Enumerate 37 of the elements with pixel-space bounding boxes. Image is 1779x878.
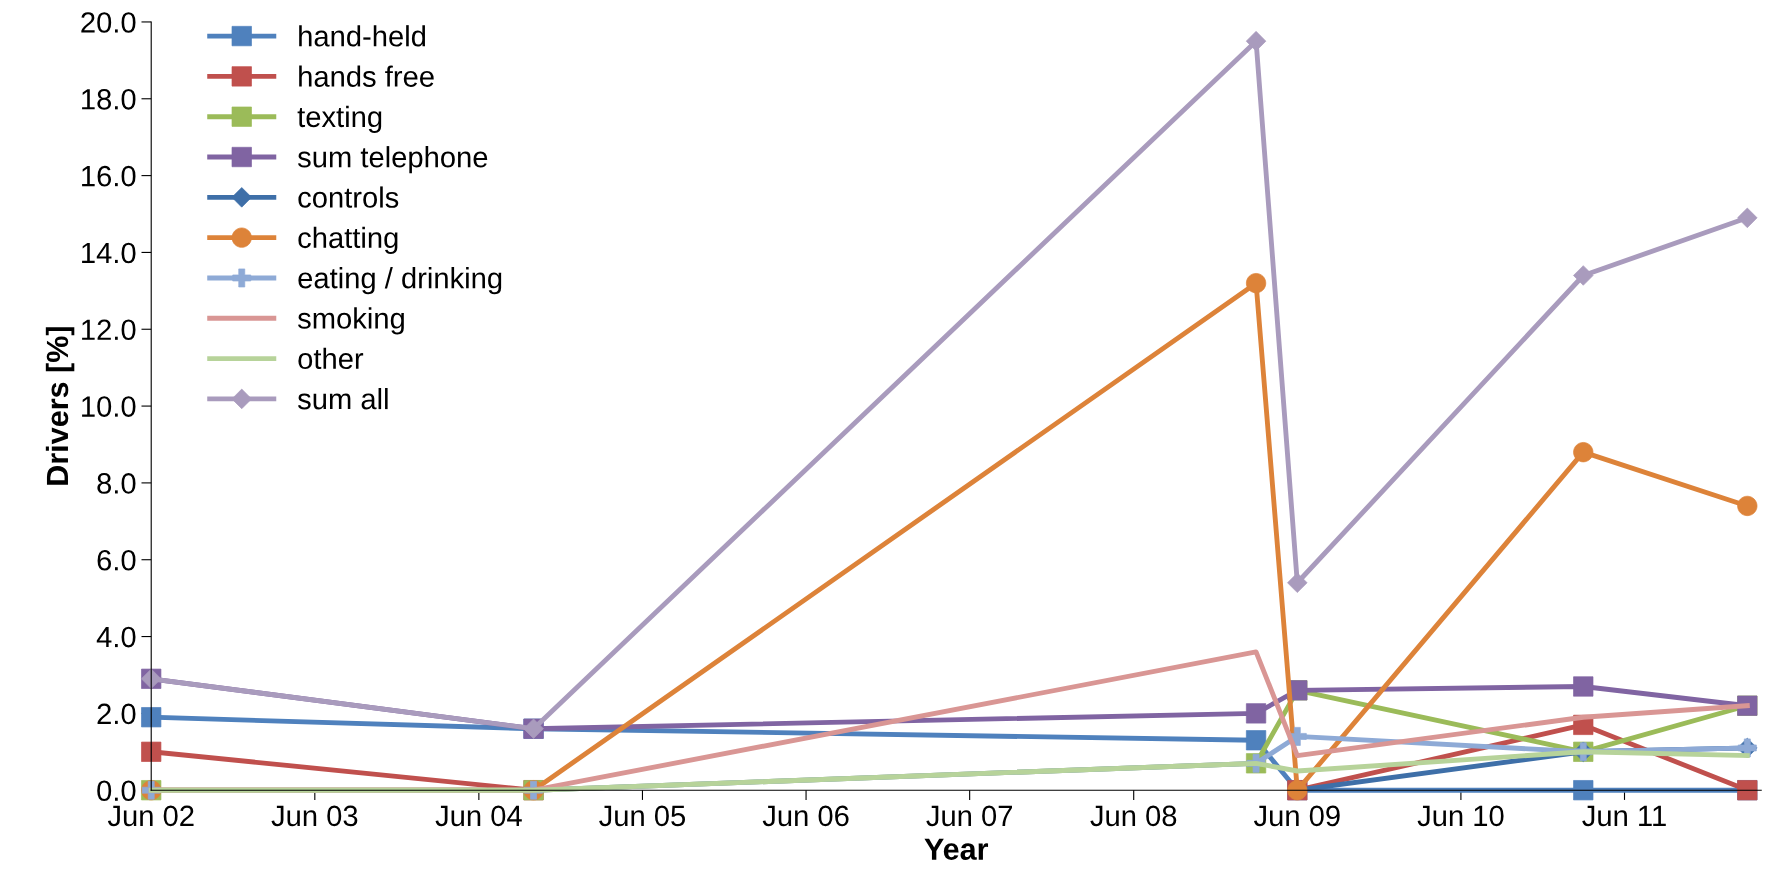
y-tick-label: 4.0 (96, 626, 136, 648)
point (1737, 207, 1758, 229)
legend-label: smoking (297, 307, 404, 335)
point (141, 707, 162, 728)
legend-label: chatting (298, 226, 398, 254)
legend-label: controls (298, 186, 399, 208)
x-tick-label: Jun 03 (271, 805, 358, 827)
legend-label: sum all (297, 387, 388, 410)
point (1737, 495, 1758, 517)
y-tick-label: 16.0 (82, 165, 136, 187)
legend-label: hand-held (299, 25, 426, 47)
legend-label: other (298, 347, 364, 370)
point (1573, 265, 1594, 286)
y-tick-label: 14.0 (82, 242, 136, 264)
y-tick-label: 8.0 (97, 473, 136, 494)
x-tick-label: Jun 11 (1582, 805, 1666, 827)
y-tick-label: 10.0 (82, 396, 136, 417)
y-tick-label: 0.0 (97, 780, 136, 802)
y-tick-label: 2.0 (97, 703, 136, 725)
legend-label: hands free (299, 65, 434, 87)
legend-label: texting (297, 105, 382, 133)
x-tick-label: Jun 09 (1253, 805, 1340, 827)
x-tick-label: Jun 07 (926, 805, 1012, 827)
legend-label: sum telephone (297, 146, 488, 174)
y-tick-label: 12.0 (82, 319, 136, 341)
x-tick-label: Jun 08 (1090, 805, 1177, 827)
y-tick-label: 20.0 (81, 12, 136, 33)
x-tick-label: Jun 02 (107, 805, 194, 827)
x-axis-title: Year (924, 838, 989, 860)
y-tick-label: 6.0 (97, 549, 136, 571)
x-tick-label: Jun 05 (599, 805, 686, 827)
x-tick-label: Jun 10 (1417, 805, 1504, 827)
x-tick-label: Jun 04 (435, 805, 522, 827)
y-axis-title: Drivers [%] (45, 327, 75, 485)
x-tick-label: Jun 06 (762, 805, 849, 827)
y-tick-label: 18.0 (82, 88, 136, 110)
legend-label: eating / drinking (298, 267, 502, 295)
